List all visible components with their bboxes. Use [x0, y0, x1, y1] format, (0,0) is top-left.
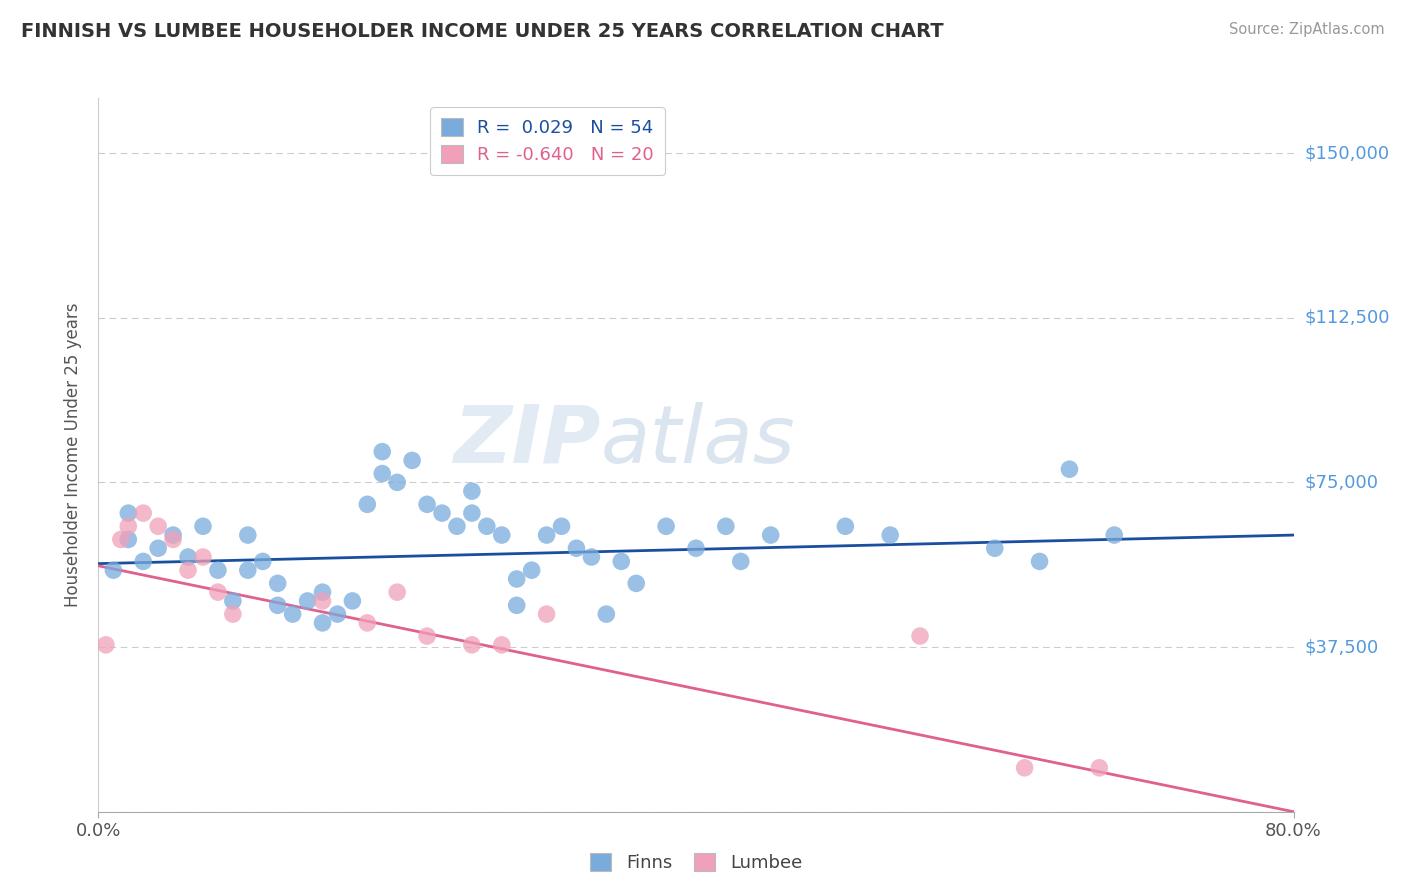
Point — [685, 541, 707, 556]
Point — [94, 638, 117, 652]
Text: ZIP: ZIP — [453, 401, 600, 480]
Point — [222, 594, 245, 608]
Text: $75,000: $75,000 — [1305, 474, 1379, 491]
Point — [475, 519, 498, 533]
Point — [342, 594, 364, 608]
Point — [311, 615, 333, 630]
Point — [132, 506, 155, 520]
Point — [506, 599, 529, 613]
Point — [401, 453, 423, 467]
Text: FINNISH VS LUMBEE HOUSEHOLDER INCOME UNDER 25 YEARS CORRELATION CHART: FINNISH VS LUMBEE HOUSEHOLDER INCOME UND… — [21, 22, 943, 41]
Point — [461, 506, 484, 520]
Point — [655, 519, 678, 533]
Point — [430, 506, 453, 520]
Point — [281, 607, 304, 621]
Point — [148, 541, 170, 556]
Point — [356, 615, 378, 630]
Point — [385, 585, 409, 599]
Point — [565, 541, 588, 556]
Point — [550, 519, 572, 533]
Text: $150,000: $150,000 — [1305, 144, 1389, 162]
Point — [267, 599, 290, 613]
Point — [730, 554, 752, 568]
Point — [177, 563, 200, 577]
Point — [267, 576, 290, 591]
Point — [162, 528, 184, 542]
Point — [191, 549, 214, 564]
Point — [1028, 554, 1050, 568]
Point — [191, 519, 214, 533]
Point — [461, 484, 484, 499]
Point — [506, 572, 529, 586]
Point — [117, 533, 139, 547]
Point — [610, 554, 633, 568]
Point — [491, 638, 513, 652]
Point — [311, 594, 333, 608]
Point — [371, 444, 394, 458]
Point — [879, 528, 901, 542]
Point — [595, 607, 617, 621]
Point — [759, 528, 782, 542]
Point — [624, 576, 647, 591]
Point — [148, 519, 170, 533]
Point — [1088, 761, 1111, 775]
Point — [385, 475, 409, 490]
Point — [834, 519, 856, 533]
Point — [236, 563, 259, 577]
Text: $112,500: $112,500 — [1305, 309, 1391, 326]
Point — [536, 528, 558, 542]
Point — [371, 467, 394, 481]
Point — [326, 607, 349, 621]
Point — [1014, 761, 1036, 775]
Point — [461, 638, 484, 652]
Point — [236, 528, 259, 542]
Point — [1104, 528, 1126, 542]
Text: Source: ZipAtlas.com: Source: ZipAtlas.com — [1229, 22, 1385, 37]
Y-axis label: Householder Income Under 25 years: Householder Income Under 25 years — [65, 302, 83, 607]
Point — [297, 594, 319, 608]
Point — [581, 549, 603, 564]
Point — [207, 563, 229, 577]
Point — [536, 607, 558, 621]
Point — [1059, 462, 1081, 476]
Point — [117, 519, 139, 533]
Point — [983, 541, 1005, 556]
Legend: Finns, Lumbee: Finns, Lumbee — [581, 844, 811, 881]
Point — [132, 554, 155, 568]
Point — [311, 585, 333, 599]
Text: $37,500: $37,500 — [1305, 638, 1379, 656]
Point — [110, 533, 132, 547]
Point — [207, 585, 229, 599]
Point — [491, 528, 513, 542]
Point — [103, 563, 125, 577]
Point — [222, 607, 245, 621]
Point — [416, 629, 439, 643]
Point — [908, 629, 931, 643]
Point — [356, 497, 378, 511]
Point — [117, 506, 139, 520]
Point — [177, 549, 200, 564]
Point — [162, 533, 184, 547]
Point — [416, 497, 439, 511]
Point — [520, 563, 543, 577]
Point — [446, 519, 468, 533]
Point — [252, 554, 274, 568]
Text: atlas: atlas — [600, 401, 796, 480]
Point — [714, 519, 737, 533]
